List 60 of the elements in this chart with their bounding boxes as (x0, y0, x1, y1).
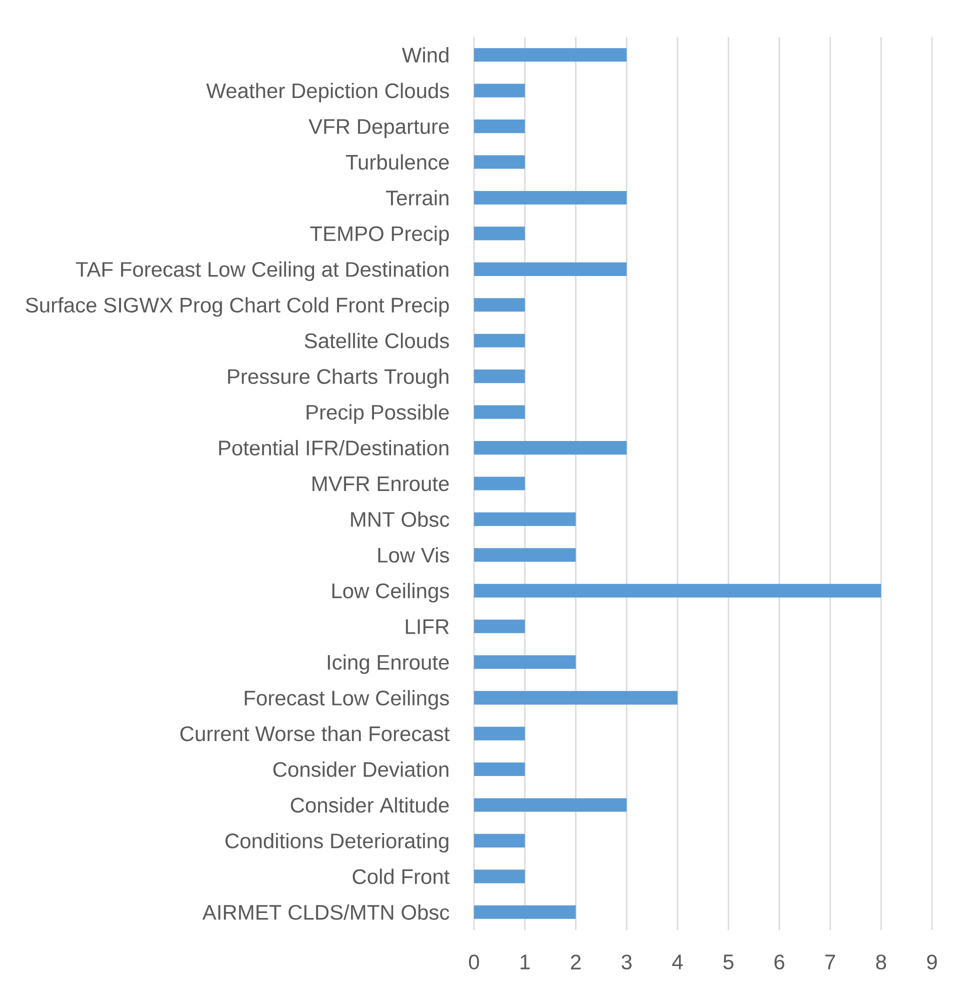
y-tick-label: Surface SIGWX Prog Chart Cold Front Precip (26, 297, 449, 317)
y-tick-label: Pressure Charts Trough (228, 368, 448, 388)
y-tick-label: Wind (402, 47, 448, 63)
y-tick-label: Weather Depiction Clouds (206, 82, 449, 102)
y-tick-label: TEMPO Precip (310, 226, 449, 246)
bar (474, 476, 525, 490)
y-tick-label: LIFR (406, 619, 449, 634)
bar (474, 155, 525, 169)
y-tick-label: Potential IFR/Destination (219, 440, 448, 456)
bar (474, 512, 576, 526)
bar (474, 548, 576, 562)
bar (474, 120, 525, 134)
x-tick-label: 7 (825, 954, 835, 970)
y-tick-label: Consider Altitude (290, 797, 449, 813)
y-tick-label: VFR Departure (308, 119, 449, 138)
bar (474, 798, 627, 812)
y-tick-label: TAF Forecast Low Ceiling at Destination (76, 261, 448, 281)
y-tick-label: Low Vis (378, 547, 449, 563)
y-tick-label: Turbulence (346, 154, 449, 170)
y-tick-label: Precip Possible (306, 404, 449, 424)
x-tick-label: 8 (876, 954, 886, 970)
y-tick-label: Icing Enroute (328, 654, 449, 674)
y-tick-label: MNT Obsc (351, 511, 450, 527)
bar (474, 334, 525, 348)
x-tick-label: 1 (520, 954, 530, 970)
x-tick-label: 6 (774, 954, 784, 970)
bar (474, 870, 525, 884)
bar (474, 190, 627, 205)
y-tick-label: AIRMET CLDS/MTN Obsc (202, 904, 450, 920)
bar (474, 762, 525, 776)
bar (474, 905, 576, 919)
x-tick-label: 2 (570, 954, 581, 970)
y-tick-label: Consider Deviation (273, 762, 448, 777)
y-tick-label: MVFR Enroute (312, 476, 449, 492)
bar (474, 440, 627, 455)
y-tick-label: Forecast Low Ceilings (244, 690, 449, 710)
y-tick-label: Low Ceilings (332, 582, 449, 602)
bar (474, 298, 525, 312)
bar (474, 226, 525, 240)
bar (474, 834, 525, 848)
y-tick-label: Current Worse than Forecast (180, 726, 450, 742)
y-tick-label: Conditions Deteriorating (226, 832, 448, 853)
y-tick-label: Satellite Clouds (304, 332, 449, 348)
bar (474, 262, 627, 276)
x-tick-label: 3 (622, 954, 632, 970)
x-tick-label: 4 (672, 954, 683, 970)
bar (474, 84, 525, 98)
bar (474, 726, 525, 740)
bar (474, 405, 525, 419)
bar (474, 584, 882, 598)
x-tick-label: 9 (927, 954, 937, 970)
bar (474, 655, 576, 669)
y-tick-label: Cold Front (352, 868, 450, 884)
bar (474, 691, 678, 705)
y-tick-label: Terrain (386, 190, 448, 206)
bar (474, 48, 627, 62)
x-tick-label: 0 (468, 954, 480, 970)
x-tick-label: 5 (723, 954, 734, 970)
bar (474, 620, 525, 634)
bar (474, 370, 525, 384)
